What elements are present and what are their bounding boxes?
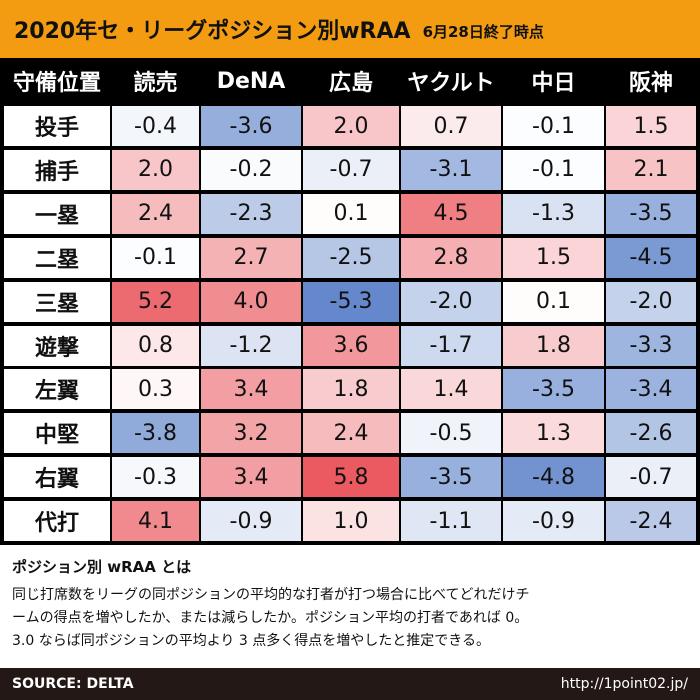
heatmap-cell: 1.8 [503,325,604,366]
heatmap-cell: 3.2 [201,413,301,454]
heatmap-cell: -3.4 [606,369,696,410]
heatmap-cell: 2.4 [112,193,199,234]
heatmap-cell: 5.8 [303,457,399,498]
title-bar: 2020年セ・リーグポジション別wRAA 6月28日終了時点 [0,0,700,58]
heatmap-cell: -0.1 [503,106,604,146]
heatmap-cell: -0.5 [401,413,501,454]
heatmap-cell: -3.1 [401,149,501,190]
heatmap-cell: -4.5 [606,237,696,278]
heatmap-cell: 4.1 [112,501,199,542]
footer-bar: SOURCE: DELTA http://1point02.jp/ [0,668,700,700]
heatmap-cell: -3.3 [606,325,696,366]
column-header: 阪神 [628,71,673,96]
heatmap-cell: -2.4 [606,501,696,542]
column-header: DeNA [216,68,286,94]
heatmap-cell: 3.4 [201,457,301,498]
heatmap-cell: 2.0 [303,106,399,146]
row-label: 左翼 [4,369,110,410]
heatmap-cell: -0.3 [112,457,199,498]
heatmap-cell: 2.7 [201,237,301,278]
description-text: 同じ打席数をリーグの同ポジションの平均的な打者が打つ場合に比べてどれだけチ ーム… [12,584,692,653]
heatmap-cell: -3.5 [401,457,501,498]
heatmap-cell: -2.0 [606,281,696,322]
heatmap-cell: -1.2 [201,325,301,366]
heatmap-cell: -3.6 [201,106,301,146]
heatmap-table: 守備位置 読売 DeNA 広島 ヤクルト 中日 阪神 投手 -0.4 -3.6 2.0 0.7 -0.1… [0,58,700,545]
row-label: 捕手 [4,149,110,190]
heatmap-cell: 0.1 [503,281,604,322]
heatmap-cell: -2.5 [303,237,399,278]
row-label: 投手 [4,106,110,146]
heatmap-cell: -1.7 [401,325,501,366]
heatmap-cell: -3.5 [503,369,604,410]
description-line: 3.0 ならば同ポジションの平均より 3 点多く得点を増やしたと推定できる。 [12,633,490,649]
heatmap-cell: 0.1 [303,193,399,234]
heatmap-cell: 4.5 [401,193,501,234]
row-label: 右翼 [4,457,110,498]
heatmap-cell: -3.5 [606,193,696,234]
heatmap-cell: -3.8 [112,413,199,454]
heatmap-cell: 0.7 [401,106,501,146]
heatmap-cell: 2.0 [112,149,199,190]
heatmap-cell: 1.4 [401,369,501,410]
description-title: ポジション別 wRAA とは [12,558,192,576]
heatmap-cell: 1.8 [303,369,399,410]
heatmap-cell: 1.0 [303,501,399,542]
source-label: SOURCE: DELTA [12,676,134,692]
column-header: ヤクルト [407,71,495,96]
heatmap-cell: -1.3 [503,193,604,234]
row-label: 中堅 [4,413,110,454]
description-line: ームの得点を増やしたか、または減らしたか。ポジション平均の打者であれば 0。 [12,610,529,626]
heatmap-cell: -0.7 [303,149,399,190]
heatmap-cell: 5.2 [112,281,199,322]
heatmap-cell: -0.1 [112,237,199,278]
heatmap-cell: -5.3 [303,281,399,322]
column-header: 広島 [328,71,373,96]
heatmap-cell: -0.7 [606,457,696,498]
header-corner-label: 守備位置 [12,71,101,96]
column-header: 中日 [531,71,576,96]
heatmap-cell: -0.4 [112,106,199,146]
heatmap-cell: -2.6 [606,413,696,454]
heatmap-cell: -1.1 [401,501,501,542]
heatmap-cell: 2.4 [303,413,399,454]
row-label: 二塁 [4,237,110,278]
description-line: 同じ打席数をリーグの同ポジションの平均的な打者が打つ場合に比べてどれだけチ [12,587,530,603]
heatmap-cell: 0.3 [112,369,199,410]
source-url: http://1point02.jp/ [560,676,688,692]
heatmap-cell: 2.8 [401,237,501,278]
row-label: 三塁 [4,281,110,322]
chart-title: 2020年セ・リーグポジション別wRAA [14,19,411,44]
heatmap-cell: -0.1 [503,149,604,190]
heatmap-cell: 0.8 [112,325,199,366]
heatmap-cell: 4.0 [201,281,301,322]
heatmap-cell: -2.0 [401,281,501,322]
heatmap-cell: 3.4 [201,369,301,410]
heatmap-cell: -0.9 [503,501,604,542]
chart-subtitle: 6月28日終了時点 [422,22,544,41]
row-label: 代打 [4,501,110,542]
row-label: 遊撃 [4,325,110,366]
heatmap-cell: 1.5 [503,237,604,278]
heatmap-cell: -0.9 [201,501,301,542]
heatmap-cell: 3.6 [303,325,399,366]
row-label: 一塁 [4,193,110,234]
heatmap-cell: 2.1 [606,149,696,190]
column-header: 読売 [133,71,178,96]
heatmap-cell: -4.8 [503,457,604,498]
heatmap-cell: -0.2 [201,149,301,190]
heatmap-cell: 1.5 [606,106,696,146]
heatmap-cell: 1.3 [503,413,604,454]
heatmap-cell: -2.3 [201,193,301,234]
